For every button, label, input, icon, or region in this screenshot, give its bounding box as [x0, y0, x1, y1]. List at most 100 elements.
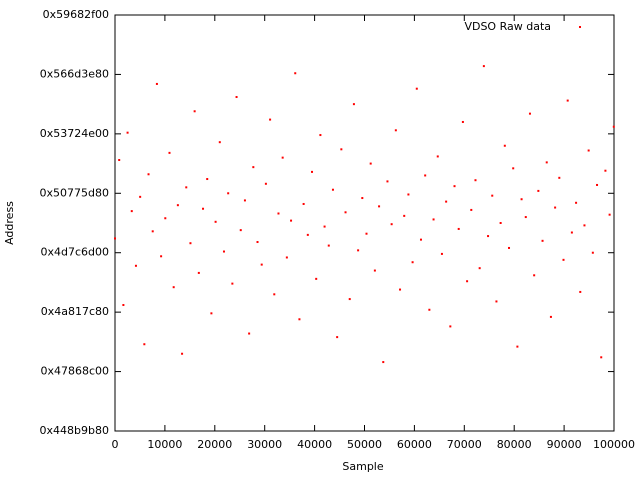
y-tick-label: 0x4a817c80 — [41, 305, 109, 318]
point — [411, 261, 414, 264]
point — [344, 211, 347, 214]
point — [218, 141, 221, 144]
point — [122, 304, 125, 307]
point — [524, 216, 527, 219]
point — [306, 233, 309, 236]
point — [114, 237, 116, 240]
y-tick-label: 0x50775d80 — [40, 186, 109, 199]
point — [151, 230, 154, 233]
point — [281, 156, 284, 159]
point — [130, 210, 133, 213]
point — [227, 192, 230, 195]
point — [197, 271, 200, 274]
point — [285, 256, 288, 259]
point — [440, 252, 443, 255]
point — [587, 149, 590, 152]
point — [445, 200, 448, 203]
point — [181, 352, 184, 355]
x-tick-label: 20000 — [197, 438, 232, 451]
point — [378, 205, 381, 208]
point — [323, 225, 326, 228]
point — [164, 217, 167, 220]
point — [290, 219, 293, 222]
point — [491, 194, 494, 197]
point — [436, 155, 439, 158]
point — [248, 332, 251, 335]
point — [160, 255, 163, 258]
point — [319, 134, 322, 137]
point — [361, 197, 364, 200]
point — [298, 318, 301, 321]
point — [311, 170, 314, 173]
point — [520, 198, 523, 201]
point — [302, 202, 305, 205]
point — [608, 213, 611, 216]
y-tick-label: 0x47868c00 — [40, 365, 109, 378]
x-tick-label: 10000 — [147, 438, 182, 451]
point — [503, 144, 506, 147]
point — [470, 208, 473, 211]
y-tick-label: 0x448b9b80 — [40, 424, 109, 437]
y-tick-label: 0x566d3e80 — [40, 67, 109, 80]
point — [583, 224, 586, 227]
point — [126, 131, 129, 134]
point — [399, 288, 402, 291]
point — [235, 96, 238, 99]
point — [277, 212, 280, 215]
point — [243, 199, 246, 202]
point — [528, 112, 531, 115]
x-tick-label: 70000 — [447, 438, 482, 451]
point — [424, 174, 427, 177]
point — [382, 361, 385, 364]
point — [143, 343, 146, 346]
point — [541, 239, 544, 242]
point — [461, 120, 464, 123]
point — [575, 201, 578, 204]
point — [139, 195, 142, 198]
point — [487, 235, 490, 238]
x-tick-label: 60000 — [397, 438, 432, 451]
point — [549, 315, 552, 318]
point — [604, 169, 607, 172]
point — [558, 176, 561, 179]
point — [562, 258, 565, 261]
point — [118, 159, 121, 162]
legend-label: VDSO Raw data — [464, 20, 551, 33]
point — [432, 218, 435, 221]
y-tick-label: 0x4d7c6d00 — [40, 246, 109, 259]
point — [273, 293, 276, 296]
point — [252, 166, 255, 169]
point — [566, 99, 569, 102]
point — [478, 267, 481, 270]
point — [147, 173, 150, 176]
point — [214, 220, 217, 223]
point — [176, 204, 179, 207]
point — [222, 250, 225, 253]
point — [210, 312, 213, 315]
point — [407, 193, 410, 196]
point — [340, 148, 343, 151]
point — [202, 207, 205, 210]
point — [239, 229, 242, 232]
point — [172, 286, 175, 289]
point — [264, 182, 267, 185]
x-tick-label: 80000 — [497, 438, 532, 451]
point — [352, 103, 355, 106]
x-tick-label: 40000 — [297, 438, 332, 451]
point — [168, 151, 171, 154]
x-tick-label: 90000 — [547, 438, 582, 451]
point — [415, 87, 418, 90]
x-tick-label: 100000 — [593, 438, 635, 451]
point — [331, 188, 334, 191]
point — [256, 241, 259, 244]
point — [449, 325, 452, 328]
point — [516, 345, 519, 348]
y-tick-label: 0x59682f00 — [43, 8, 109, 21]
point — [499, 222, 502, 224]
point — [134, 264, 137, 267]
point — [545, 161, 548, 164]
point — [457, 227, 460, 230]
point — [508, 246, 511, 249]
